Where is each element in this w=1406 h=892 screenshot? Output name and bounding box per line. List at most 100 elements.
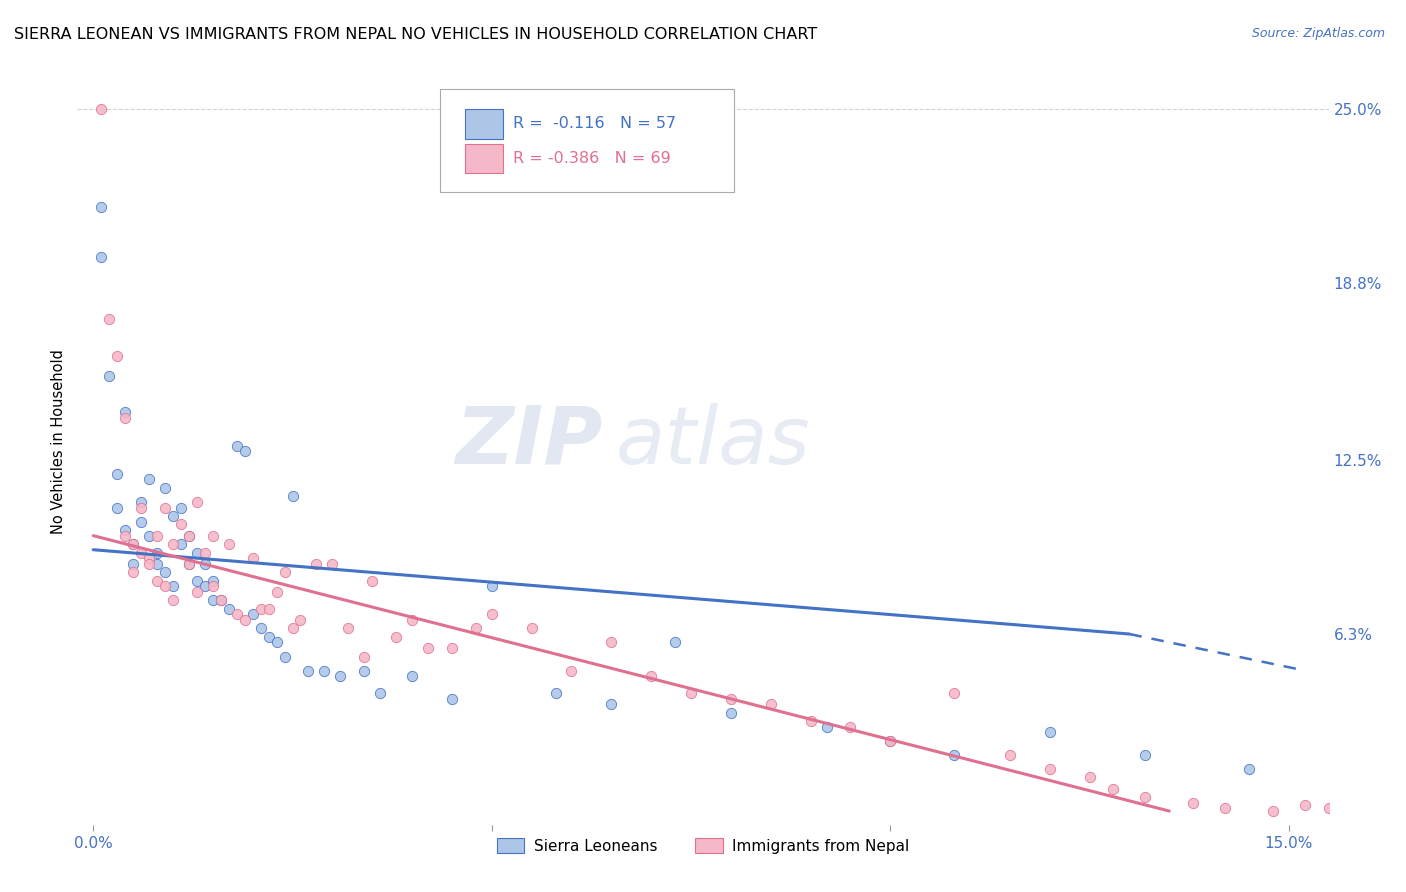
Point: [105, 467, 128, 481]
Point: [201, 574, 224, 588]
Point: [305, 557, 328, 571]
Point: [1039, 725, 1062, 739]
Point: [1317, 801, 1340, 815]
Point: [679, 686, 702, 700]
Point: [385, 630, 408, 644]
Point: [879, 733, 901, 747]
Point: [177, 529, 200, 543]
Point: [1294, 798, 1316, 813]
Point: [640, 669, 662, 683]
Point: [90, 200, 112, 214]
Point: [201, 579, 224, 593]
Point: [98, 368, 121, 383]
Point: [353, 664, 375, 678]
Point: [186, 585, 208, 599]
Point: [114, 410, 136, 425]
Point: [839, 720, 862, 734]
Point: [218, 601, 240, 615]
Point: [242, 607, 264, 622]
Point: [186, 495, 208, 509]
Point: [194, 579, 217, 593]
Point: [162, 593, 184, 607]
Point: [481, 607, 503, 622]
Point: [1237, 762, 1260, 776]
Point: [879, 733, 901, 747]
Text: atlas: atlas: [616, 402, 810, 481]
Point: [560, 664, 582, 678]
FancyBboxPatch shape: [465, 144, 503, 173]
Point: [257, 601, 280, 615]
Point: [209, 593, 232, 607]
Point: [170, 537, 193, 551]
Point: [170, 500, 193, 515]
Point: [201, 593, 224, 607]
Point: [401, 669, 423, 683]
Point: [162, 537, 184, 551]
Point: [146, 557, 169, 571]
Point: [1078, 770, 1101, 784]
Point: [281, 489, 304, 503]
Point: [1261, 804, 1284, 818]
Point: [281, 621, 304, 635]
Point: [815, 720, 838, 734]
Point: [98, 312, 121, 326]
Point: [242, 551, 264, 566]
Point: [225, 607, 247, 622]
Point: [105, 349, 128, 363]
Point: [1341, 804, 1364, 818]
FancyBboxPatch shape: [440, 88, 734, 193]
Text: SIERRA LEONEAN VS IMMIGRANTS FROM NEPAL NO VEHICLES IN HOUSEHOLD CORRELATION CHA: SIERRA LEONEAN VS IMMIGRANTS FROM NEPAL …: [14, 27, 817, 42]
Point: [321, 557, 343, 571]
Point: [1213, 801, 1236, 815]
Point: [1135, 789, 1157, 804]
Point: [800, 714, 823, 728]
Point: [194, 557, 217, 571]
Point: [1039, 762, 1062, 776]
Point: [122, 537, 145, 551]
Point: [233, 444, 256, 458]
Point: [177, 557, 200, 571]
Point: [337, 621, 360, 635]
Point: [138, 557, 160, 571]
Point: [401, 613, 423, 627]
Point: [266, 585, 288, 599]
Point: [314, 664, 336, 678]
Legend: Sierra Leoneans, Immigrants from Nepal: Sierra Leoneans, Immigrants from Nepal: [491, 831, 915, 860]
Point: [122, 557, 145, 571]
Point: [416, 641, 439, 656]
Point: [194, 545, 217, 559]
Point: [266, 635, 288, 649]
Text: ZIP: ZIP: [456, 402, 603, 481]
Point: [520, 621, 543, 635]
Point: [129, 515, 152, 529]
Text: Source: ZipAtlas.com: Source: ZipAtlas.com: [1251, 27, 1385, 40]
Point: [146, 545, 169, 559]
Point: [129, 545, 152, 559]
Point: [162, 508, 184, 523]
Point: [146, 574, 169, 588]
Point: [209, 593, 232, 607]
Point: [249, 601, 271, 615]
Point: [759, 698, 782, 712]
Point: [720, 691, 742, 706]
Text: R =  -0.116   N = 57: R = -0.116 N = 57: [513, 117, 676, 131]
Point: [368, 686, 391, 700]
Point: [129, 495, 152, 509]
Point: [186, 574, 208, 588]
Point: [249, 621, 271, 635]
Point: [153, 481, 176, 495]
Point: [943, 686, 966, 700]
Point: [233, 613, 256, 627]
Point: [218, 537, 240, 551]
Point: [153, 500, 176, 515]
Y-axis label: No Vehicles in Household: No Vehicles in Household: [51, 349, 66, 534]
Point: [273, 565, 295, 579]
Point: [329, 669, 352, 683]
Point: [186, 545, 208, 559]
Point: [177, 529, 200, 543]
Point: [1102, 781, 1125, 796]
Point: [481, 579, 503, 593]
Point: [114, 405, 136, 419]
Point: [943, 747, 966, 762]
Point: [114, 529, 136, 543]
